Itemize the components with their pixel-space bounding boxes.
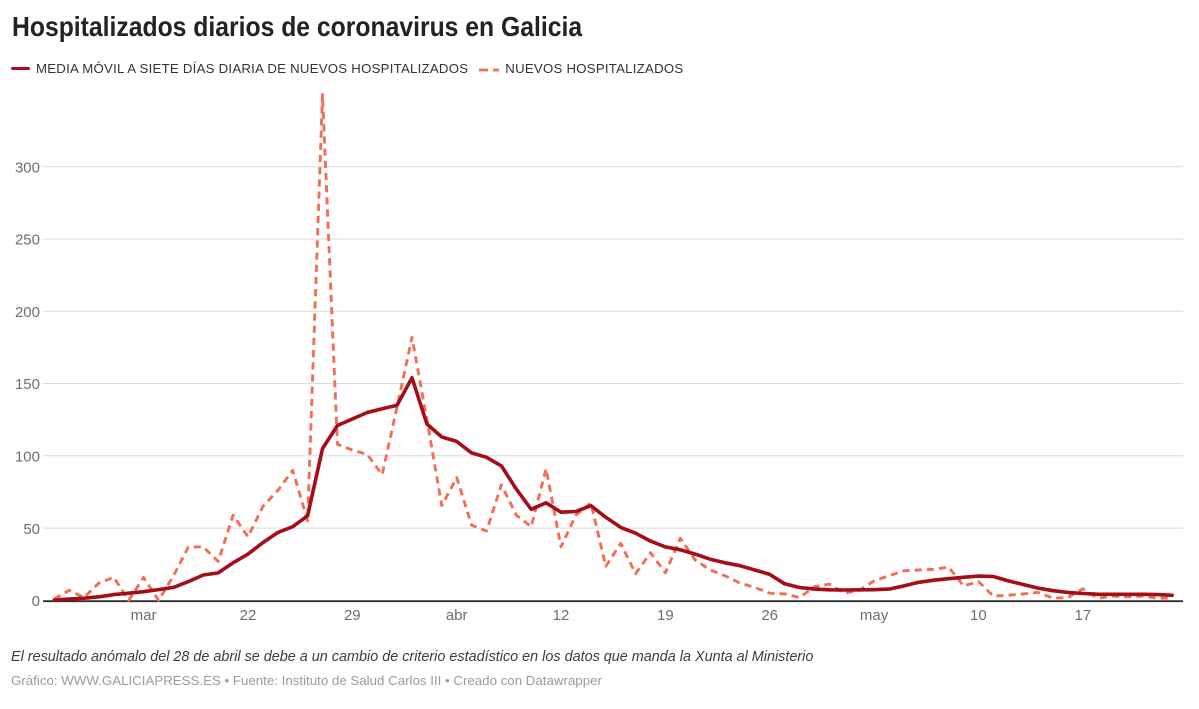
svg-text:12: 12 — [553, 607, 570, 624]
svg-text:may: may — [860, 607, 889, 624]
svg-text:abr: abr — [446, 607, 468, 624]
svg-text:22: 22 — [240, 607, 257, 624]
svg-text:26: 26 — [761, 607, 778, 624]
svg-text:mar: mar — [131, 607, 157, 624]
svg-text:150: 150 — [15, 376, 40, 393]
svg-text:50: 50 — [23, 521, 40, 538]
svg-text:17: 17 — [1074, 607, 1091, 624]
svg-text:100: 100 — [15, 449, 40, 466]
svg-text:10: 10 — [970, 607, 987, 624]
svg-text:0: 0 — [32, 593, 40, 610]
svg-text:300: 300 — [15, 159, 40, 176]
svg-text:200: 200 — [15, 304, 40, 321]
svg-text:29: 29 — [344, 607, 361, 624]
svg-text:250: 250 — [15, 232, 40, 249]
svg-text:19: 19 — [657, 607, 674, 624]
